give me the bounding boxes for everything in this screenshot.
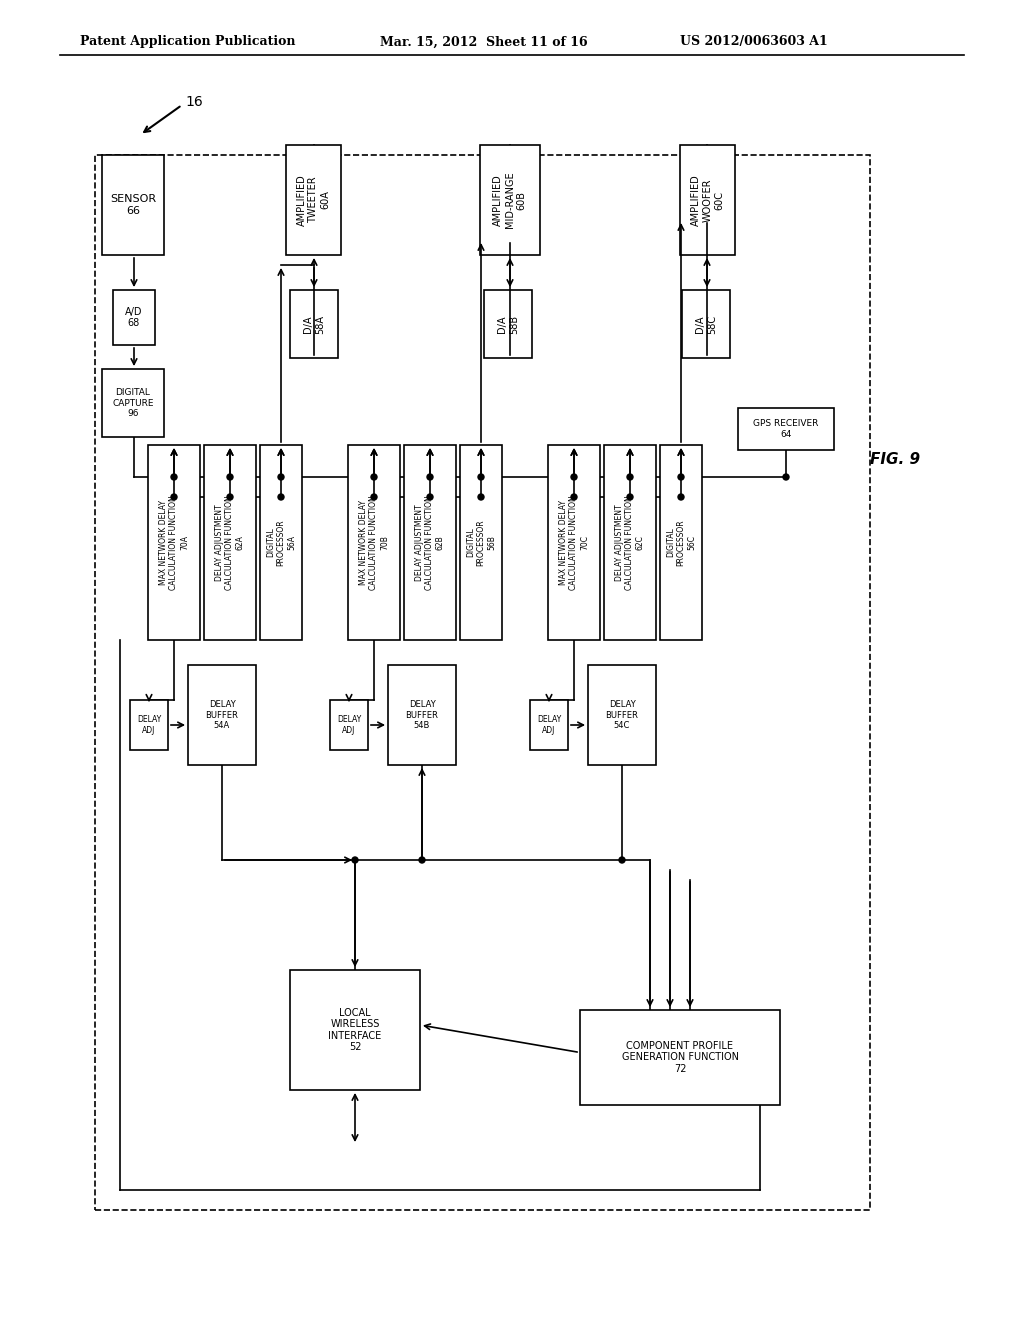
Circle shape xyxy=(427,494,433,500)
Bar xyxy=(680,145,735,255)
Text: D/A
58B: D/A 58B xyxy=(498,314,519,334)
Bar xyxy=(102,154,164,255)
Text: AMPLIFIED
TWEETER
60A: AMPLIFIED TWEETER 60A xyxy=(297,174,330,226)
Bar xyxy=(102,370,164,437)
Circle shape xyxy=(783,474,790,480)
Bar xyxy=(260,445,302,640)
Text: DELAY
BUFFER
54C: DELAY BUFFER 54C xyxy=(605,700,638,730)
Circle shape xyxy=(371,494,377,500)
Circle shape xyxy=(278,474,284,480)
Circle shape xyxy=(627,494,633,500)
Bar xyxy=(460,445,502,640)
Text: Mar. 15, 2012  Sheet 11 of 16: Mar. 15, 2012 Sheet 11 of 16 xyxy=(380,36,588,49)
Circle shape xyxy=(571,494,577,500)
Circle shape xyxy=(478,494,484,500)
Text: DIGITAL
PROCESSOR
56B: DIGITAL PROCESSOR 56B xyxy=(466,519,496,566)
Bar xyxy=(286,145,341,255)
Text: COMPONENT PROFILE
GENERATION FUNCTION
72: COMPONENT PROFILE GENERATION FUNCTION 72 xyxy=(622,1041,738,1074)
Bar xyxy=(530,700,568,750)
Bar xyxy=(484,290,532,358)
Circle shape xyxy=(227,474,233,480)
Bar xyxy=(330,700,368,750)
Text: DELAY ADJUSTMENT
CALCULATION FUNCTION
62A: DELAY ADJUSTMENT CALCULATION FUNCTION 62… xyxy=(215,495,245,590)
Circle shape xyxy=(171,494,177,500)
Bar xyxy=(404,445,456,640)
Bar xyxy=(604,445,656,640)
Bar xyxy=(388,665,456,766)
Text: FIG. 9: FIG. 9 xyxy=(870,453,921,467)
Text: MAX NETWORK DELAY
CALCULATION FUNCTION
70C: MAX NETWORK DELAY CALCULATION FUNCTION 7… xyxy=(559,495,589,590)
Bar xyxy=(682,290,730,358)
Text: DELAY
ADJ: DELAY ADJ xyxy=(337,715,361,735)
Text: A/D
68: A/D 68 xyxy=(125,306,142,329)
Circle shape xyxy=(427,474,433,480)
Bar xyxy=(738,408,834,450)
Bar xyxy=(548,445,600,640)
Text: DELAY
ADJ: DELAY ADJ xyxy=(537,715,561,735)
Text: LOCAL
WIRELESS
INTERFACE
52: LOCAL WIRELESS INTERFACE 52 xyxy=(329,1007,382,1052)
Bar xyxy=(148,445,200,640)
Circle shape xyxy=(571,474,577,480)
Circle shape xyxy=(678,474,684,480)
Bar xyxy=(290,290,338,358)
Circle shape xyxy=(227,494,233,500)
Text: US 2012/0063603 A1: US 2012/0063603 A1 xyxy=(680,36,827,49)
Circle shape xyxy=(278,494,284,500)
Text: 16: 16 xyxy=(185,95,203,110)
Text: MAX NETWORK DELAY
CALCULATION FUNCTION
70A: MAX NETWORK DELAY CALCULATION FUNCTION 7… xyxy=(159,495,188,590)
Text: AMPLIFIED
MID-RANGE
60B: AMPLIFIED MID-RANGE 60B xyxy=(494,172,526,228)
Circle shape xyxy=(419,857,425,863)
Bar xyxy=(348,445,400,640)
Bar xyxy=(480,145,540,255)
Bar xyxy=(580,1010,780,1105)
Text: DELAY ADJUSTMENT
CALCULATION FUNCTION
62B: DELAY ADJUSTMENT CALCULATION FUNCTION 62… xyxy=(415,495,444,590)
Circle shape xyxy=(371,474,377,480)
Text: SENSOR
66: SENSOR 66 xyxy=(110,194,156,215)
Bar xyxy=(95,154,870,1210)
Text: MAX NETWORK DELAY
CALCULATION FUNCTION
70B: MAX NETWORK DELAY CALCULATION FUNCTION 7… xyxy=(359,495,389,590)
Circle shape xyxy=(627,474,633,480)
Text: DELAY ADJUSTMENT
CALCULATION FUNCTION
62C: DELAY ADJUSTMENT CALCULATION FUNCTION 62… xyxy=(615,495,645,590)
Bar xyxy=(660,445,702,640)
Text: DELAY
ADJ: DELAY ADJ xyxy=(137,715,161,735)
Text: GPS RECEIVER
64: GPS RECEIVER 64 xyxy=(754,420,818,438)
Text: Patent Application Publication: Patent Application Publication xyxy=(80,36,296,49)
Text: D/A
58A: D/A 58A xyxy=(303,314,325,334)
Bar xyxy=(204,445,256,640)
Text: DIGITAL
PROCESSOR
56A: DIGITAL PROCESSOR 56A xyxy=(266,519,296,566)
Text: AMPLIFIED
WOOFER
60C: AMPLIFIED WOOFER 60C xyxy=(691,174,724,226)
Text: DELAY
BUFFER
54A: DELAY BUFFER 54A xyxy=(206,700,239,730)
Bar xyxy=(290,970,420,1090)
Text: DIGITAL
CAPTURE
96: DIGITAL CAPTURE 96 xyxy=(113,388,154,418)
Text: DIGITAL
PROCESSOR
56C: DIGITAL PROCESSOR 56C xyxy=(666,519,696,566)
Bar xyxy=(130,700,168,750)
Text: DELAY
BUFFER
54B: DELAY BUFFER 54B xyxy=(406,700,438,730)
Bar xyxy=(188,665,256,766)
Text: D/A
58C: D/A 58C xyxy=(695,314,717,334)
Bar xyxy=(113,290,155,345)
Circle shape xyxy=(478,474,484,480)
Bar xyxy=(588,665,656,766)
Circle shape xyxy=(618,857,625,863)
Circle shape xyxy=(678,494,684,500)
Circle shape xyxy=(352,857,358,863)
Circle shape xyxy=(171,474,177,480)
